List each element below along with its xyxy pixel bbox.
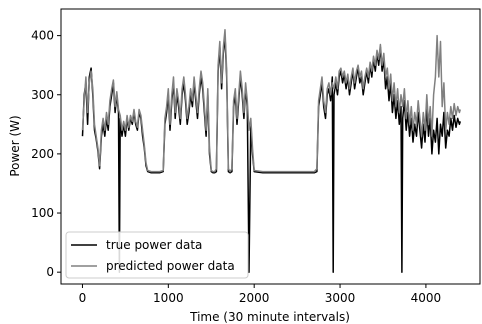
x-tick-label: 2000 [239, 291, 270, 305]
x-tick-label: 4000 [411, 291, 442, 305]
x-tick-label: 0 [79, 291, 87, 305]
y-tick-label: 400 [31, 29, 54, 43]
y-tick-label: 300 [31, 88, 54, 102]
series-line-predicted [81, 28, 462, 173]
legend: true power data predicted power data [65, 231, 249, 279]
legend-label-predicted: predicted power data [106, 259, 235, 273]
y-tick-label: 0 [46, 265, 54, 279]
y-axis-label: Power (W) [8, 115, 22, 176]
y-tick-label: 200 [31, 147, 54, 161]
x-axis-label: Time (30 minute intervals) [189, 310, 350, 324]
y-tick-label: 100 [31, 206, 54, 220]
legend-box [65, 231, 249, 279]
x-tick-label: 3000 [325, 291, 356, 305]
y-axis: 0 100 200 300 400 [31, 29, 61, 279]
plot-frame [60, 8, 481, 285]
series-layer [81, 28, 462, 273]
x-tick-label: 1000 [153, 291, 184, 305]
x-axis: 0 1000 2000 3000 4000 [79, 284, 442, 305]
legend-label-true: true power data [106, 238, 202, 252]
